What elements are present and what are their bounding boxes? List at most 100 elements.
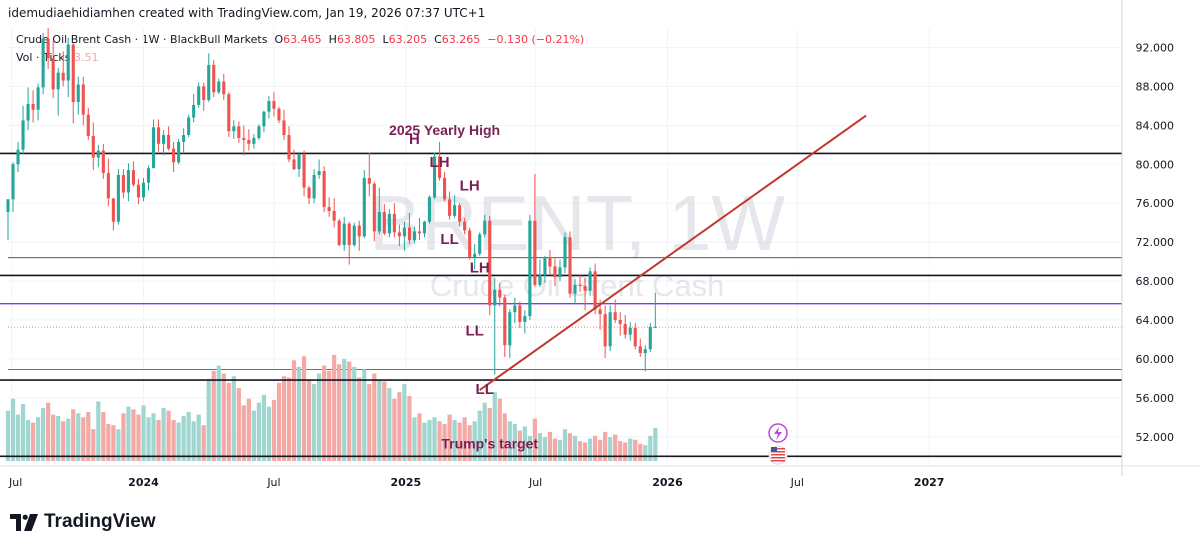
candle-body [372,183,376,232]
symbol-legend[interactable]: Crude Oil Brent Cash · 1W · BlackBull Ma… [16,33,584,46]
candle-body [633,327,637,347]
y-axis[interactable]: 92.000 88.000 84.000 80.000 76.000 72.000 68.0… [1121,0,1200,476]
candle-body [197,86,201,105]
volume-bar [131,409,136,461]
candle-body [287,135,291,160]
brand-name: TradingView [44,511,156,532]
volume-bar [557,439,563,461]
flag-canton [771,447,777,452]
flag-stripe [771,460,785,462]
volume-bar [317,373,322,461]
close-value: 63.265 [441,33,481,46]
volume-bar [377,380,382,461]
candle-body [543,257,547,276]
candle-body [252,137,256,144]
volume-bar [332,355,337,461]
volume-bar [296,366,302,461]
candle-body [46,38,50,59]
volume-bar [46,402,51,461]
volume-bar [522,426,527,461]
volume-bar [151,413,156,461]
candle-body [628,327,632,335]
volume-bar [322,365,327,461]
candle-body [141,182,146,198]
candle-body [11,164,15,200]
candle-body [66,44,70,81]
volume-bar [251,410,256,461]
volume-bar [56,415,61,461]
volume-bar [96,401,101,461]
candle-body [402,227,406,237]
volume-bar [512,423,517,461]
candle-body [232,126,236,132]
candle-body [538,275,542,285]
trendline[interactable] [479,114,867,391]
volume-bar [527,435,532,461]
candle-body [608,312,612,347]
volume-bar [286,377,292,461]
volume-bar [20,404,26,461]
candle-body [337,220,341,246]
annotation-label: LH [470,259,490,276]
x-axis[interactable]: Jul 2024 Jul 2025 Jul 2026 Jul 2027 [0,465,1200,489]
candle-body [638,346,642,354]
volume-bar [447,414,452,461]
candle-body [21,120,25,150]
volume-bar [502,413,507,461]
candle-body [513,305,517,313]
volume-bar [51,414,56,461]
y-tick-label: 56.000 [1136,392,1175,405]
volume-bar [623,442,628,461]
candle-body [322,171,326,208]
chart-credit: idemudiaehidiamhen created with TradingV… [8,6,486,20]
volume-bar [427,419,432,461]
volume-bar [608,437,613,461]
volume-bar [196,414,201,461]
volume-bar [577,441,583,461]
candle-body [41,38,45,88]
candle-body [392,213,396,233]
volume-bars [5,355,658,461]
annotation-label: Trump's target [441,435,538,451]
candle-body [508,312,512,346]
candle-body [101,150,105,174]
candle-body [131,170,136,185]
volume-bar [276,382,282,461]
volume-bar [121,413,126,461]
volume-bar [357,377,362,461]
flag-stripe [771,457,785,459]
high-label: H [328,33,337,46]
volume-bar [562,429,568,461]
volume-bar [161,408,166,461]
annotation-label: LH [430,154,450,171]
volume-bar [628,438,633,461]
candle-body [237,126,241,138]
volume-bar [25,419,31,461]
symbol-title: Crude Oil Brent Cash · 1W · BlackBull Ma… [16,33,268,46]
candle-body [563,237,567,268]
candle-body [498,289,502,298]
volume-bar [36,417,41,461]
candle-body [312,174,316,199]
volume-bar [347,361,352,461]
volume-bar [15,414,21,461]
candle-body [397,232,401,237]
volume-bar [582,442,588,461]
y-tick-label: 64.000 [1136,314,1175,327]
volume-bar [492,392,497,461]
volume-bar [372,373,377,461]
volume-bar [256,402,262,461]
open-label: O [274,33,284,46]
low-value: 63.205 [388,33,428,46]
candle-body [332,210,336,221]
candle-body [272,101,276,109]
volume-bar [186,411,191,461]
candle-body [448,199,452,216]
volume-bar [367,384,372,461]
volume-bar [507,421,512,461]
volume-bar [422,422,427,461]
y-axis-background [1122,0,1200,476]
volume-bar [81,417,86,461]
candle-body [412,231,417,241]
